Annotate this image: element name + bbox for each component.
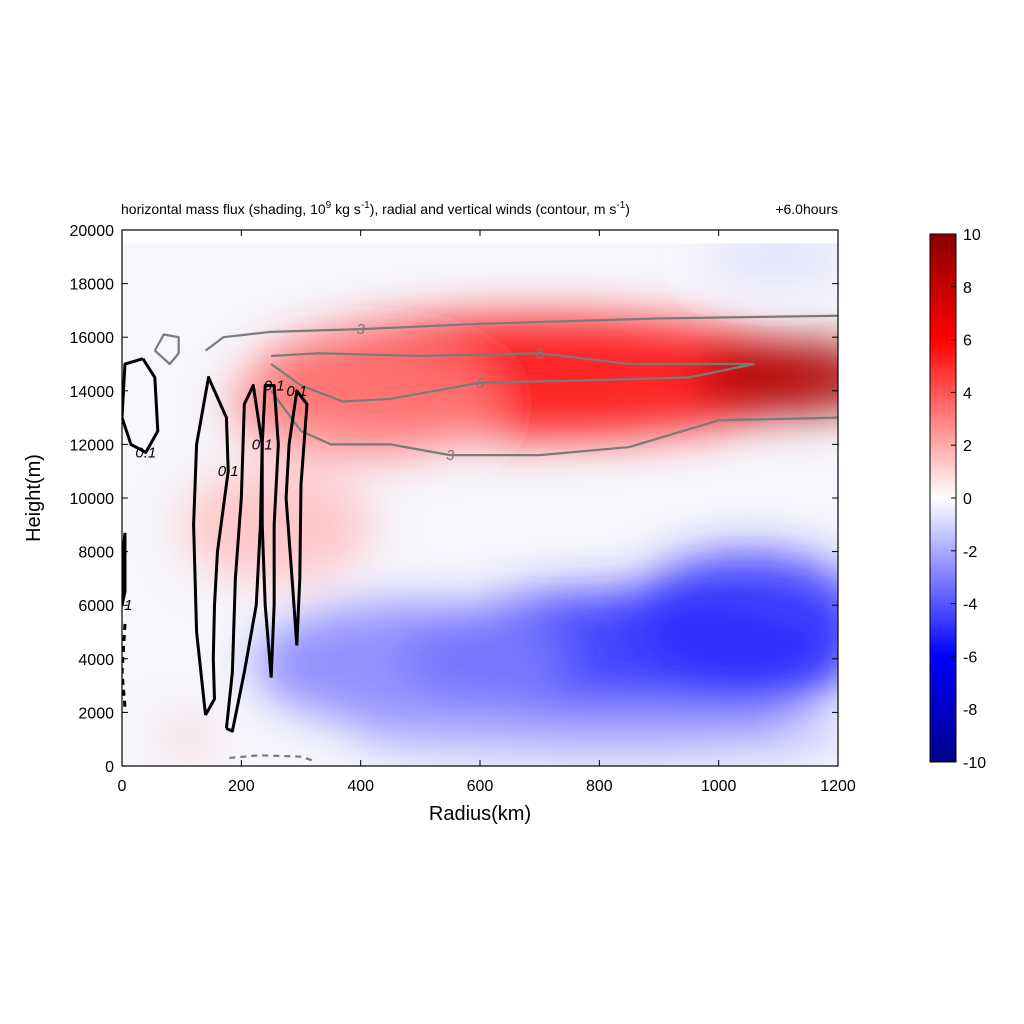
y-tick-label: 14000	[70, 384, 115, 401]
colorbar-tick-label: -2	[963, 544, 977, 561]
colorbar-tick-label: 10	[963, 227, 981, 244]
x-tick-label: 800	[586, 778, 613, 795]
x-axis-title: Radius(km)	[429, 803, 531, 825]
contour-line	[271, 352, 755, 366]
colorbar-tick-label: -10	[963, 755, 986, 772]
y-tick-label: 16000	[70, 330, 115, 347]
colorbar-tick-label: 2	[963, 438, 972, 455]
colorbar-tick-label: -8	[963, 702, 977, 719]
colorbar-tick-label: 6	[963, 333, 972, 350]
contour-label: 0.1	[286, 383, 307, 400]
contour-line	[122, 357, 160, 454]
contour-label: 6	[476, 375, 485, 392]
contour-line	[122, 532, 127, 607]
plot-area	[122, 243, 838, 766]
contour-line	[192, 375, 230, 716]
y-axis: 0 2000 4000 6000 8000 10000 12000 14000 16000 180…	[70, 223, 838, 776]
contour-line	[153, 333, 180, 366]
contour-label: 0.1	[264, 377, 285, 394]
x-axis: 0 200 400 600 800 1000 1200	[118, 230, 856, 795]
shading-blob	[629, 551, 838, 686]
contour-label: 3	[446, 447, 455, 464]
contour-label: 0.1	[218, 463, 239, 480]
y-tick-label: 2000	[78, 705, 114, 722]
shading-blob	[694, 339, 838, 415]
shading-blob	[706, 243, 838, 276]
y-tick-label: 0	[105, 759, 114, 776]
y-axis-title: Height(m)	[23, 454, 45, 542]
colorbar: -10 -8 -6 -4 -2 0 2 4 6 8 10	[929, 227, 986, 772]
contour-line	[229, 754, 314, 762]
x-tick-label: 1000	[701, 778, 737, 795]
contour-line	[270, 362, 755, 403]
contour-line	[122, 623, 127, 708]
colorbar-tick-label: 0	[963, 491, 972, 508]
y-tick-label: 8000	[78, 545, 114, 562]
colorbar-tick-label: -6	[963, 649, 977, 666]
y-tick-label: 18000	[70, 277, 115, 294]
time-label: +6.0hours	[775, 201, 838, 217]
shading-blob	[181, 465, 373, 584]
x-tick-label: 400	[347, 778, 374, 795]
contour-line	[224, 383, 264, 733]
contour-line	[260, 383, 280, 678]
x-tick-label: 0	[118, 778, 127, 795]
y-tick-label: 4000	[78, 652, 114, 669]
x-tick-label: 600	[467, 778, 494, 795]
shading-blob	[348, 709, 838, 758]
contour-line	[204, 314, 838, 352]
colorbar-tick-label: -4	[963, 597, 977, 614]
y-tick-label: 12000	[70, 437, 115, 454]
x-tick-label: 1200	[820, 778, 856, 795]
contour-label: 6	[535, 345, 544, 362]
y-tick-label: 20000	[70, 223, 115, 240]
x-tick-label: 200	[228, 778, 255, 795]
shading-blob	[253, 602, 564, 726]
contour-line	[270, 390, 838, 457]
contour-label: 3	[356, 321, 365, 338]
colorbar-tick-label: 8	[963, 280, 972, 297]
chart-title: horizontal mass flux (shading, 109 kg s-…	[121, 200, 630, 217]
contour-line	[284, 389, 309, 646]
colorbar-tick-label: 4	[963, 385, 972, 402]
y-tick-label: 10000	[70, 491, 115, 508]
contour-label: 0.1	[135, 444, 156, 461]
shading-blob	[163, 723, 212, 750]
y-tick-label: 6000	[78, 598, 114, 615]
shading-blob	[229, 350, 492, 458]
